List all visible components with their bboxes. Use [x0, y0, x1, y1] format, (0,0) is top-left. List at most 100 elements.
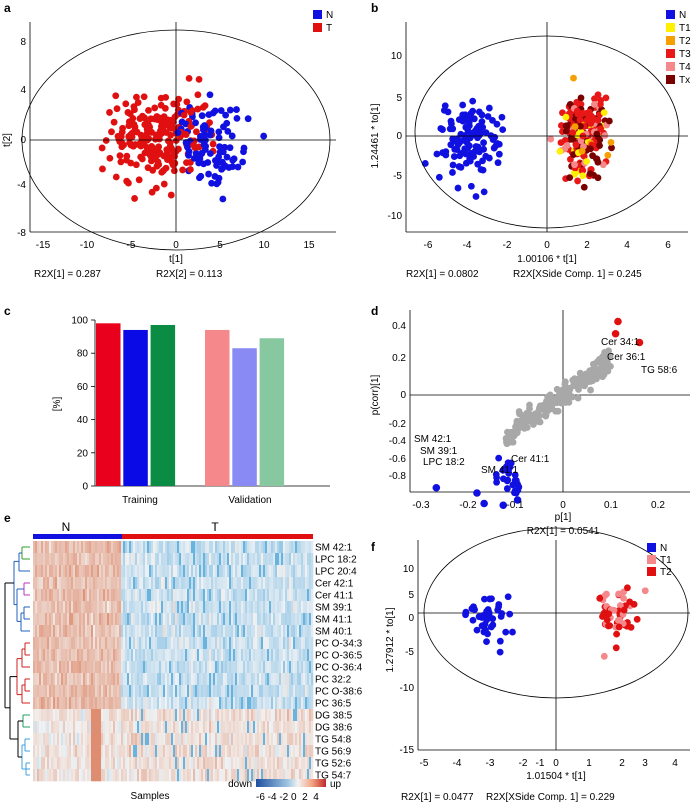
- heatmap-cell: [261, 649, 264, 662]
- heatmap-cell: [183, 697, 186, 710]
- heatmap-cell: [273, 697, 276, 710]
- scatter-point: [566, 174, 574, 182]
- heatmap-cell: [63, 637, 66, 650]
- heatmap-cell: [93, 601, 96, 614]
- heatmap-cell: [193, 601, 196, 614]
- heatmap-cell: [243, 589, 246, 602]
- heatmap-cell: [139, 553, 142, 566]
- heatmap-cell: [87, 565, 90, 578]
- heatmap-cell: [73, 769, 76, 782]
- heatmap-cell: [79, 757, 82, 770]
- heatmap-cell: [303, 697, 306, 710]
- heatmap-cell: [109, 709, 112, 722]
- heatmap-cell: [297, 553, 300, 566]
- heatmap-cell: [229, 625, 232, 638]
- heatmap-cell: [179, 565, 182, 578]
- heatmap-cell: [123, 745, 126, 758]
- heatmap-cell: [41, 733, 44, 746]
- heatmap-cell: [101, 721, 104, 734]
- scatter-point: [575, 375, 583, 382]
- heatmap-cell: [123, 757, 126, 770]
- heatmap-cell: [37, 769, 40, 782]
- heatmap-cell: [221, 649, 224, 662]
- heatmap-cell: [273, 637, 276, 650]
- heatmap-cell: [157, 565, 160, 578]
- heatmap-cell: [229, 673, 232, 686]
- heatmap-cell: [205, 589, 208, 602]
- heatmap-cell: [245, 661, 248, 674]
- heatmap-cell: [97, 745, 100, 758]
- heatmap-cell: [47, 601, 50, 614]
- heatmap-cell: [81, 589, 84, 602]
- heatmap-cell: [227, 733, 230, 746]
- heatmap-cell: [159, 613, 162, 626]
- heatmap-cell: [259, 661, 262, 674]
- heatmap-cell: [117, 661, 120, 674]
- scatter-point: [489, 621, 497, 629]
- scatter-point: [469, 107, 477, 115]
- heatmap-cell: [241, 601, 244, 614]
- heatmap-cell: [187, 757, 190, 770]
- heatmap-cell: [295, 769, 298, 782]
- heatmap-cell: [195, 745, 198, 758]
- heatmap-cell: [207, 625, 210, 638]
- heatmap-cell: [191, 697, 194, 710]
- scatter-point: [587, 120, 595, 127]
- heatmap-row-label: Cer 42:1: [315, 579, 354, 590]
- heatmap-cell: [201, 613, 204, 626]
- heatmap-cell: [277, 769, 280, 782]
- heatmap-cell: [85, 577, 88, 590]
- heatmap-cell: [243, 637, 246, 650]
- panel-d-point-label: Cer 34:1: [601, 337, 640, 348]
- heatmap-cell: [69, 709, 72, 722]
- heatmap-cell: [81, 577, 84, 590]
- heatmap-cell: [207, 709, 210, 722]
- heatmap-cell: [125, 577, 128, 590]
- heatmap-cell: [71, 601, 74, 614]
- heatmap-cell: [237, 745, 240, 758]
- heatmap-cell: [269, 541, 272, 554]
- heatmap-cell: [37, 661, 40, 674]
- heatmap-cell: [293, 565, 296, 578]
- heatmap-cell: [243, 745, 246, 758]
- heatmap-cell: [159, 577, 162, 590]
- heatmap-cell: [257, 625, 260, 638]
- heatmap-cell: [305, 733, 308, 746]
- heatmap-cell: [261, 625, 264, 638]
- heatmap-cell: [67, 769, 70, 782]
- heatmap-cell: [231, 637, 234, 650]
- heatmap-cell: [103, 661, 106, 674]
- scatter-point: [523, 424, 531, 431]
- heatmap-cell: [41, 637, 44, 650]
- heatmap-cell: [123, 709, 126, 722]
- heatmap-cell: [119, 601, 122, 614]
- heatmap-cell: [243, 601, 246, 614]
- heatmap-cell: [245, 757, 248, 770]
- heatmap-cell: [273, 733, 276, 746]
- heatmap-cell: [41, 625, 44, 638]
- heatmap-cell: [133, 697, 136, 710]
- heatmap-cell: [49, 637, 52, 650]
- panel-d-xtick: -0.2: [459, 500, 477, 511]
- heatmap-cell: [291, 637, 294, 650]
- heatmap-cell: [163, 589, 166, 602]
- heatmap-cell: [177, 649, 180, 662]
- heatmap-cell: [187, 577, 190, 590]
- panel-b-xtick: 0: [544, 240, 550, 251]
- heatmap-cell: [297, 745, 300, 758]
- heatmap-cell: [243, 613, 246, 626]
- heatmap-cell: [147, 565, 150, 578]
- heatmap-cell: [95, 661, 98, 674]
- heatmap-cell: [63, 685, 66, 698]
- heatmap-cell: [135, 625, 138, 638]
- heatmap-cell: [267, 697, 270, 710]
- heatmap-cell: [219, 673, 222, 686]
- heatmap-cell: [239, 685, 242, 698]
- heatmap-cell: [137, 697, 140, 710]
- heatmap-cell: [171, 721, 174, 734]
- heatmap-cell: [251, 589, 254, 602]
- heatmap-cell: [109, 721, 112, 734]
- heatmap-cell: [35, 625, 38, 638]
- heatmap-cell: [143, 601, 146, 614]
- heatmap-cell: [149, 577, 152, 590]
